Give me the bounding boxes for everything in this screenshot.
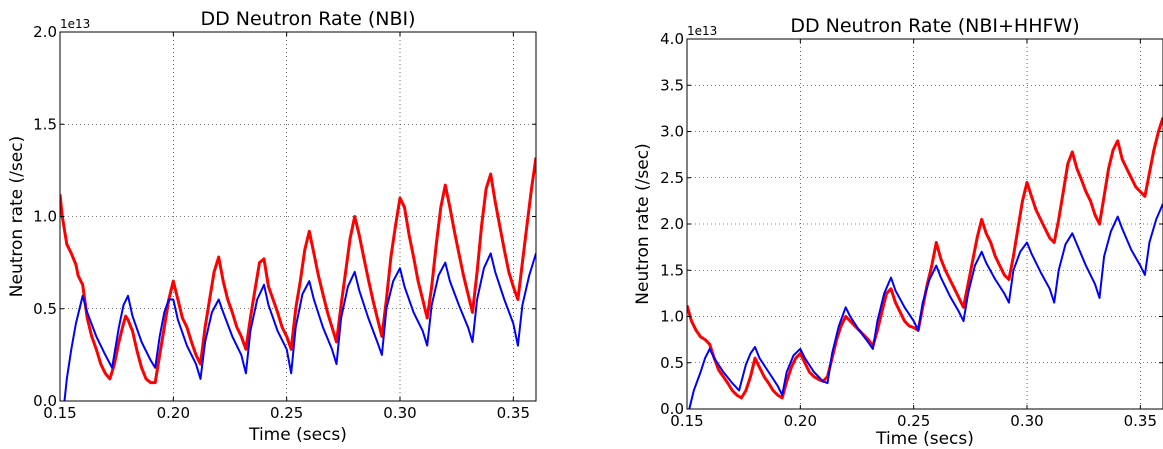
- y-tick-label: 1.0: [33, 208, 57, 226]
- y-tick-label: 1.0: [660, 308, 684, 326]
- series-red-line: [60, 157, 536, 385]
- y-tick-label: 1.5: [660, 261, 684, 279]
- x-tick-label: 0.35: [1124, 412, 1157, 430]
- y-tick-label: 3.5: [660, 76, 684, 94]
- x-axis-label: Time (secs): [248, 425, 347, 445]
- y-tick-label: 2.0: [660, 215, 684, 233]
- chart-nbi: 0.15 0.20 0.25 0.30 0.35 0.0 0.5 1.0 1.5 2.0 1e13 D…: [7, 8, 537, 445]
- series-blue-line: [688, 203, 1163, 409]
- x-tick-label: 0.25: [897, 412, 930, 430]
- y-axis-label: Neutron rate (/sec): [7, 136, 27, 297]
- x-tick-label: 0.30: [1010, 412, 1043, 430]
- x-tick-label: 0.15: [43, 404, 76, 422]
- y-tick-label: 0.0: [33, 392, 57, 410]
- y-tick-label: 1.5: [33, 115, 57, 133]
- y-tick-label: 2.0: [33, 23, 57, 41]
- y-tick-label: 4.0: [660, 30, 684, 48]
- x-tick-label: 0.20: [784, 412, 817, 430]
- y-multiplier-label: 1e13: [687, 24, 717, 38]
- y-tick-label: 0.5: [33, 300, 57, 318]
- chart-nbi-hhfw: 0.15 0.20 0.25 0.30 0.35 0.0 0.5 1.0 1.5 2.0 2.5 3.…: [633, 15, 1163, 449]
- x-tick-label: 0.20: [157, 404, 190, 422]
- chart-title: DD Neutron Rate (NBI): [200, 8, 415, 30]
- x-tick-label: 0.15: [670, 412, 703, 430]
- y-axis-label: Neutron rate (/sec): [633, 143, 653, 304]
- y-tick-label: 0.5: [660, 354, 684, 372]
- x-tick-label: 0.30: [383, 404, 416, 422]
- x-axis-label: Time (secs): [875, 429, 974, 449]
- y-tick-label: 3.0: [660, 123, 684, 141]
- x-tick-label: 0.25: [270, 404, 303, 422]
- y-multiplier-label: 1e13: [60, 17, 90, 31]
- series-blue-line: [63, 252, 536, 401]
- x-tick-label: 0.35: [497, 404, 530, 422]
- chart-title: DD Neutron Rate (NBI+HHFW): [790, 15, 1079, 37]
- y-tick-label: 0.0: [660, 400, 684, 418]
- y-tick-label: 2.5: [660, 169, 684, 187]
